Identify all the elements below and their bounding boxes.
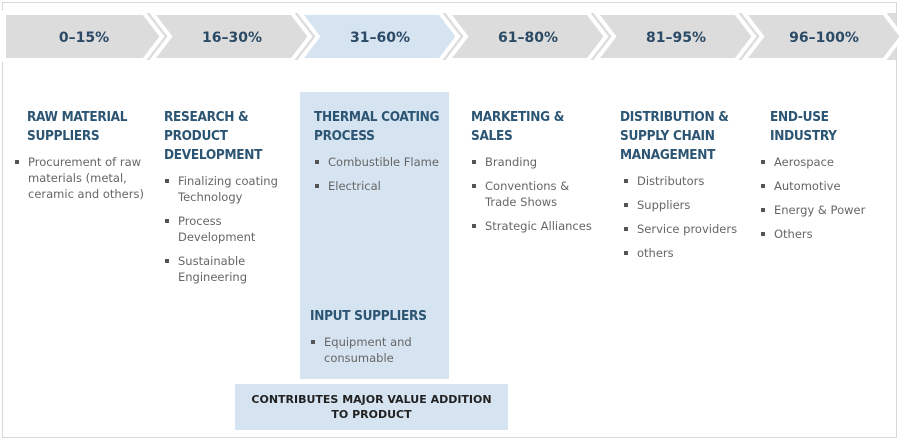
stage-marketing-sales: MARKETING & SALES Branding Conventions &… (471, 108, 593, 242)
chevron-range-5: 81–95% (646, 30, 706, 46)
stage-end-use: END-USE INDUSTRY Aerospace Automotive En… (761, 108, 892, 250)
list-item: Distributors (623, 173, 745, 189)
chevron-range-4: 61–80% (498, 30, 558, 46)
chevron-3 (295, 11, 461, 62)
input-suppliers: INPUT SUPPLIERS Equipment and consumable (310, 307, 445, 374)
input-suppliers-title: INPUT SUPPLIERS (310, 308, 427, 324)
list-item: Procurement of raw materials (metal, cer… (14, 154, 154, 202)
list-item: Others (760, 226, 892, 242)
stage-thermal-coating: THERMAL COATING PROCESS Combustible Flam… (314, 108, 446, 202)
stage-items: Aerospace Automotive Energy & Power Othe… (760, 154, 892, 242)
value-addition-box: CONTRIBUTES MAJOR VALUE ADDITION TO PROD… (235, 384, 508, 430)
list-item: Branding (471, 154, 593, 170)
stage-items: Finalizing coating Technology Process De… (164, 173, 300, 285)
chevron-6 (739, 11, 900, 62)
stage-title: RESEARCH & PRODUCT DEVELOPMENT (164, 109, 263, 163)
list-item: Conventions & Trade Shows (471, 178, 593, 210)
list-item: Finalizing coating Technology (164, 173, 300, 205)
list-item: Electrical (314, 178, 446, 194)
list-item: Service providers (623, 221, 745, 237)
stage-title: THERMAL COATING PROCESS (314, 109, 440, 144)
highlighted-column-background (300, 92, 449, 379)
chevron-5 (591, 11, 757, 62)
list-item: Aerospace (760, 154, 892, 170)
value-addition-line-1: CONTRIBUTES MAJOR VALUE ADDITION (251, 393, 492, 406)
chevron-1 (2, 11, 165, 62)
stage-title: RAW MATERIAL SUPPLIERS (27, 109, 128, 144)
list-item: Sustainable Engineering (164, 253, 300, 285)
list-item: Equipment and consumable (310, 334, 445, 366)
chevron-range-2: 16–30% (202, 30, 262, 46)
stage-items: Branding Conventions & Trade Shows Strat… (471, 154, 593, 234)
chevron-2 (147, 11, 313, 62)
chevron-range-1: 0–15% (58, 30, 110, 46)
list-item: Process Development (164, 213, 300, 245)
stage-distribution: DISTRIBUTION & SUPPLY CHAIN MANAGEMENT D… (620, 108, 745, 269)
stage-items: Distributors Suppliers Service providers… (623, 173, 745, 261)
list-item: Strategic Alliances (471, 218, 593, 234)
value-addition-line-2: TO PRODUCT (331, 408, 412, 421)
input-suppliers-items: Equipment and consumable (310, 334, 445, 366)
list-item: Automotive (760, 178, 892, 194)
list-item: others (623, 245, 745, 261)
stage-items: Combustible Flame Electrical (314, 154, 446, 194)
chevron-4 (443, 11, 609, 62)
stage-items: Procurement of raw materials (metal, cer… (14, 154, 154, 202)
chevron-range-6: 96–100% (789, 30, 859, 46)
stage-title: MARKETING & SALES (471, 109, 565, 144)
list-item: Energy & Power (760, 202, 892, 218)
stage-title: DISTRIBUTION & SUPPLY CHAIN MANAGEMENT (620, 109, 729, 163)
list-item: Combustible Flame (314, 154, 446, 170)
stage-raw-material: RAW MATERIAL SUPPLIERS Procurement of ra… (14, 108, 154, 210)
stage-title: END-USE INDUSTRY (770, 109, 837, 144)
list-item: Suppliers (623, 197, 745, 213)
chevron-range-3: 31–60% (350, 30, 410, 46)
chevron-row (2, 11, 900, 62)
stage-research-development: RESEARCH & PRODUCT DEVELOPMENT Finalizin… (164, 108, 300, 293)
